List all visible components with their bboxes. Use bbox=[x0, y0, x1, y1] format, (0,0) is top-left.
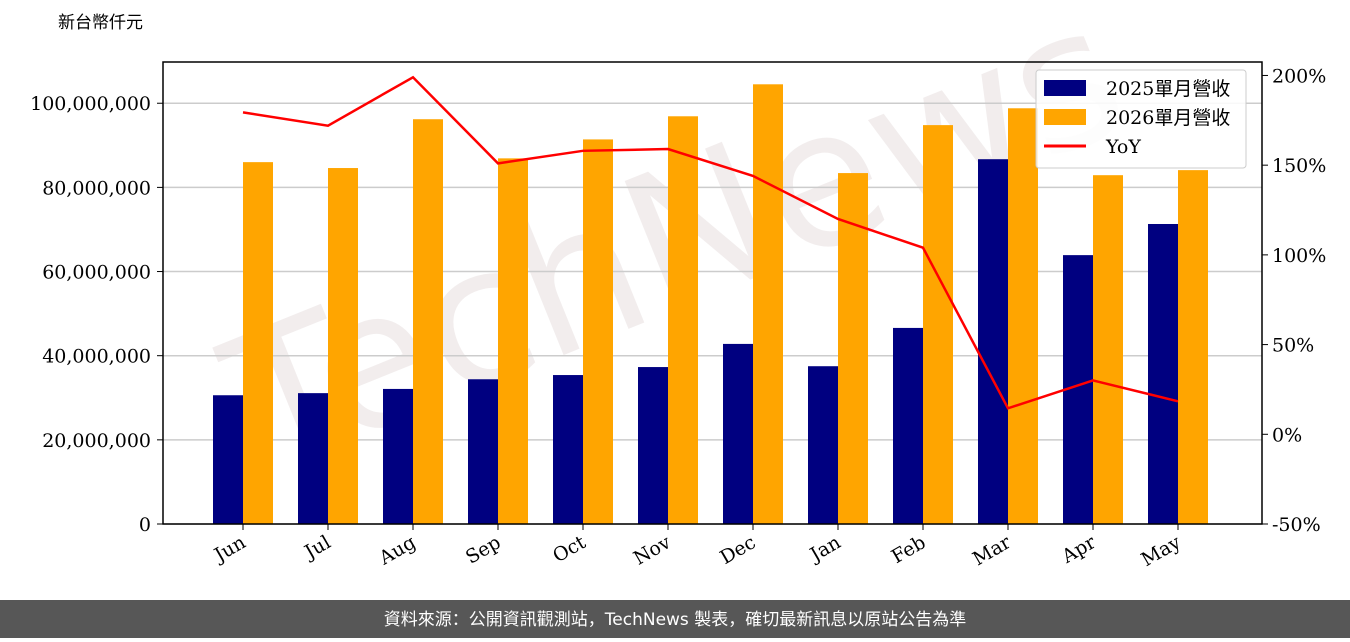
legend-box bbox=[1035, 69, 1247, 169]
bar bbox=[553, 375, 583, 524]
y2-tick-label: 50% bbox=[1272, 335, 1314, 357]
x-tick-label: Apr bbox=[1057, 531, 1100, 568]
legend-swatch bbox=[1044, 109, 1086, 125]
y-tick-label: 60,000,000 bbox=[42, 262, 151, 284]
bar bbox=[383, 388, 413, 524]
source-note: 資料來源：公開資訊觀測站，TechNews 製表，確切最新訊息以原站公告為準 bbox=[384, 610, 966, 630]
bar bbox=[213, 395, 243, 524]
bar bbox=[923, 125, 953, 525]
y2-tick-label: 0% bbox=[1272, 424, 1302, 446]
bar bbox=[1148, 223, 1178, 524]
line-series bbox=[242, 75, 1179, 410]
legend-label: 2026單月營收 bbox=[1106, 107, 1230, 129]
legend-label: 2025單月營收 bbox=[1106, 78, 1230, 100]
bar bbox=[638, 367, 668, 524]
y2-tick-label: 150% bbox=[1272, 155, 1326, 177]
bar bbox=[498, 158, 528, 524]
bar bbox=[1178, 170, 1208, 525]
legend-label: YoY bbox=[1105, 136, 1141, 158]
y2-tick-label: 200% bbox=[1272, 65, 1326, 87]
footer bbox=[0, 600, 1350, 638]
y-tick-label: 0 bbox=[139, 514, 151, 536]
x-tick-label: Nov bbox=[630, 531, 675, 570]
bar bbox=[328, 168, 358, 525]
x-tick-label: Oct bbox=[549, 531, 590, 567]
x-tick-label: Mar bbox=[969, 531, 1015, 570]
legend-swatch bbox=[1044, 80, 1086, 96]
y-tick-label: 20,000,000 bbox=[42, 430, 151, 452]
bar bbox=[893, 327, 923, 524]
plot-frame bbox=[162, 61, 1263, 525]
x-tick-label: Jul bbox=[299, 531, 334, 564]
bar bbox=[838, 173, 868, 524]
bar bbox=[723, 343, 753, 524]
bar bbox=[978, 159, 1008, 524]
x-tick-label: Feb bbox=[888, 531, 930, 568]
x-tick-label: Jan bbox=[805, 531, 845, 567]
y-axis-label: 新台幣仟元 bbox=[58, 13, 143, 33]
x-tick-label: Aug bbox=[375, 531, 420, 570]
bar bbox=[583, 139, 613, 524]
bar bbox=[668, 116, 698, 524]
x-tick-label: May bbox=[1138, 531, 1185, 571]
bar bbox=[1093, 175, 1123, 524]
y2-tick-label: -50% bbox=[1272, 514, 1321, 536]
y-tick-label: 40,000,000 bbox=[42, 346, 151, 368]
x-tick-label: Sep bbox=[462, 531, 505, 568]
bar bbox=[1008, 108, 1038, 525]
y-tick-label: 80,000,000 bbox=[42, 177, 151, 199]
bar bbox=[753, 84, 783, 525]
bar bbox=[468, 379, 498, 524]
y2-tick-label: 100% bbox=[1272, 245, 1326, 267]
bar bbox=[298, 393, 328, 524]
y-tick-label: 100,000,000 bbox=[30, 93, 151, 115]
x-tick-label: Jun bbox=[209, 531, 250, 567]
bar bbox=[808, 366, 838, 524]
bar bbox=[243, 162, 273, 524]
x-tick-label: Dec bbox=[716, 531, 759, 569]
bar bbox=[413, 119, 443, 524]
